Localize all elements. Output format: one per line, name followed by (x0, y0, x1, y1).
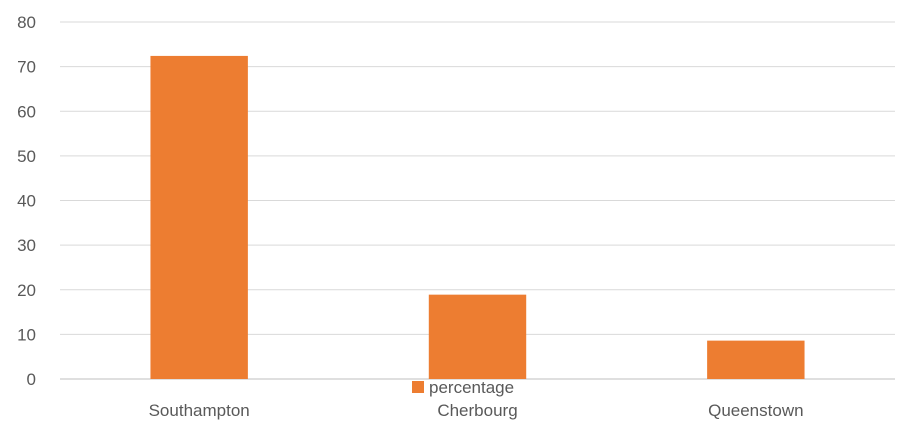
x-axis-tick-labels: Southampton Cherbourg Queenstown (149, 401, 804, 420)
y-tick-label: 10 (17, 325, 36, 344)
y-tick-label: 0 (27, 370, 36, 389)
legend: percentage (412, 378, 514, 397)
y-tick-label: 80 (17, 13, 36, 32)
y-tick-label: 70 (17, 58, 36, 77)
y-tick-label: 50 (17, 147, 36, 166)
x-tick-label: Southampton (149, 401, 250, 420)
bar-southampton (150, 55, 248, 379)
legend-label: percentage (429, 378, 514, 397)
bar-queenstown (707, 340, 805, 379)
y-tick-label: 20 (17, 281, 36, 300)
y-tick-label: 60 (17, 102, 36, 121)
x-tick-label: Cherbourg (437, 401, 517, 420)
legend-swatch (412, 381, 424, 393)
bars (150, 55, 805, 379)
y-tick-label: 40 (17, 192, 36, 211)
y-tick-label: 30 (17, 236, 36, 255)
bar-cherbourg (428, 294, 527, 379)
x-tick-label: Queenstown (708, 401, 803, 420)
y-axis-tick-labels: 0 10 20 30 40 50 60 70 80 (17, 13, 36, 389)
